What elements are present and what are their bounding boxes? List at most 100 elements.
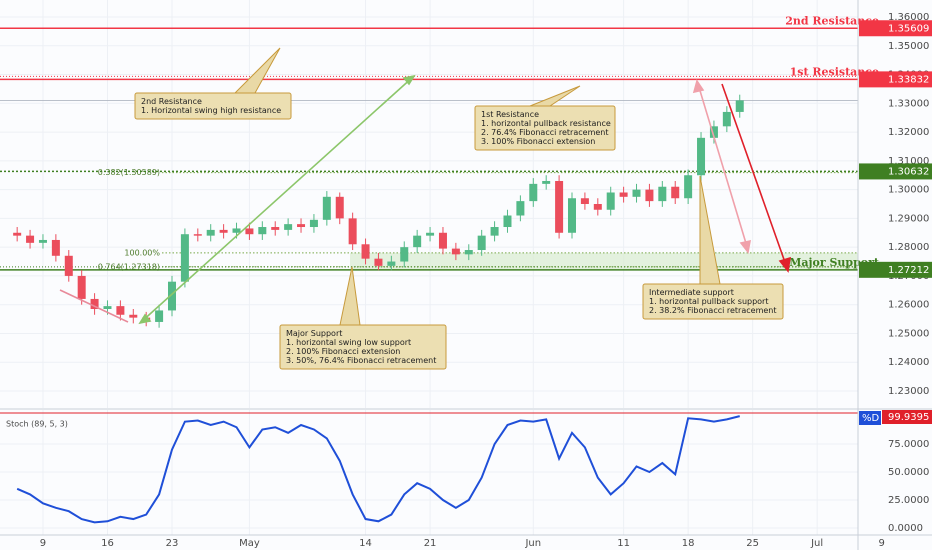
x-tick-label: Jun [524, 538, 541, 549]
candle-body [542, 180, 551, 184]
legend-box [859, 411, 881, 425]
candle-body [77, 275, 86, 299]
stoch-pane [16, 415, 740, 524]
candle-body [580, 198, 589, 204]
candle-body [271, 227, 280, 230]
candle-body [490, 227, 499, 236]
candle-body [516, 201, 525, 216]
candle-body [13, 232, 22, 236]
callout-text: 3. 50%, 76.4% Fibonacci retracement [286, 356, 436, 365]
callout-text: 3. 100% Fibonacci extension [481, 137, 595, 146]
x-tick-label: 21 [424, 538, 437, 549]
level-value: 1.35609 [888, 23, 929, 34]
y-tick-label: 1.26000 [888, 300, 929, 311]
level-value: 1.33832 [888, 74, 929, 85]
y-tick-label: 1.31000 [888, 156, 929, 167]
callout-text: 1. horizontal pullback support [649, 297, 768, 306]
zones [350, 252, 858, 270]
y-tick-label: 1.36000 [888, 12, 929, 23]
x-tick-label: 9 [40, 538, 46, 549]
y-tick-label: 50.0000 [888, 467, 929, 478]
callout-text: 2nd Resistance [141, 97, 202, 106]
levels: 0.382(1.30589) 100.00% 0.764(1.27318) 2nd R… [0, 14, 880, 271]
candle-body [477, 235, 486, 251]
candle-body [735, 100, 744, 112]
candle-body [26, 235, 35, 243]
candle-body [529, 183, 538, 202]
level-value-box [859, 20, 932, 37]
y-tick-label: 1.25000 [888, 328, 929, 339]
candle-body [103, 306, 112, 310]
candle-body [400, 247, 409, 262]
candle-body [426, 232, 435, 236]
candle-body [322, 196, 331, 220]
candle-body [503, 215, 512, 228]
candle-body [38, 239, 47, 243]
candle-body [658, 186, 667, 202]
arrow-head [138, 313, 152, 325]
candle-body [606, 192, 615, 210]
level-label: 1st Resistance [790, 65, 879, 78]
arrow-head [739, 239, 752, 254]
y-tick-label: 75.0000 [888, 439, 929, 450]
callout-text: 1. horizontal pullback resistance [481, 119, 611, 128]
fib-label: 0.764(1.27318) [98, 262, 160, 271]
indicator-title: Stoch (89, 5, 3) [6, 420, 68, 429]
x-tick-label: 11 [617, 538, 630, 549]
candle-body [155, 310, 164, 322]
y-tick-label: 1.35000 [888, 41, 929, 52]
candle-body [413, 235, 422, 248]
arrow [721, 83, 788, 269]
candle-body [387, 261, 396, 266]
candle-body [722, 111, 731, 127]
candle-body [335, 196, 344, 219]
candle-body [593, 204, 602, 210]
candle-body [245, 228, 254, 235]
arrow-head [402, 74, 416, 86]
candle-body [258, 227, 267, 235]
callout-text: Major Support [286, 329, 342, 338]
level-value: 1.30632 [888, 166, 929, 177]
x-tick-label: May [239, 538, 260, 549]
candle-body [709, 126, 718, 138]
candle-body [180, 234, 189, 282]
candle-body [438, 232, 447, 249]
last-value: 99.9395 [888, 412, 929, 423]
candle-body [348, 218, 357, 245]
support-zone [350, 252, 858, 270]
y-tick-label: 25.0000 [888, 495, 929, 506]
callout-text: 2. 38.2% Fibonacci retracement [649, 306, 777, 315]
legend-label: %D [862, 413, 880, 424]
candle-body [697, 137, 706, 176]
arrow-head [692, 79, 705, 94]
candle-body [645, 189, 654, 202]
level-label: Major Support [789, 256, 880, 269]
y-tick-label: 1.33000 [888, 98, 929, 109]
candle-body [206, 229, 215, 236]
callout-text: Intermediate support [649, 288, 734, 297]
candle-body [219, 229, 228, 233]
candle-body [451, 248, 460, 255]
level-value-box [859, 261, 932, 278]
callout-box [642, 283, 784, 320]
fib-label: 100.00% [124, 248, 160, 257]
arrow [59, 289, 129, 323]
callout-box [474, 105, 616, 151]
callout-box [279, 324, 447, 370]
candle-body [116, 306, 125, 315]
x-tick-label: 14 [359, 538, 372, 549]
candle-body [168, 281, 176, 311]
x-tick-label: 25 [746, 538, 759, 549]
candle-body [632, 189, 641, 197]
arrows [59, 74, 791, 325]
candle-body [90, 298, 99, 310]
candles [13, 94, 744, 328]
callout-text: 1. horizontal swing low support [286, 338, 411, 347]
x-tick-label: 16 [101, 538, 114, 549]
candle-body [568, 198, 576, 233]
axes: 1.230001.240001.250001.260001.270001.280… [40, 12, 932, 549]
arrow [139, 75, 415, 324]
candle-body [309, 219, 318, 228]
